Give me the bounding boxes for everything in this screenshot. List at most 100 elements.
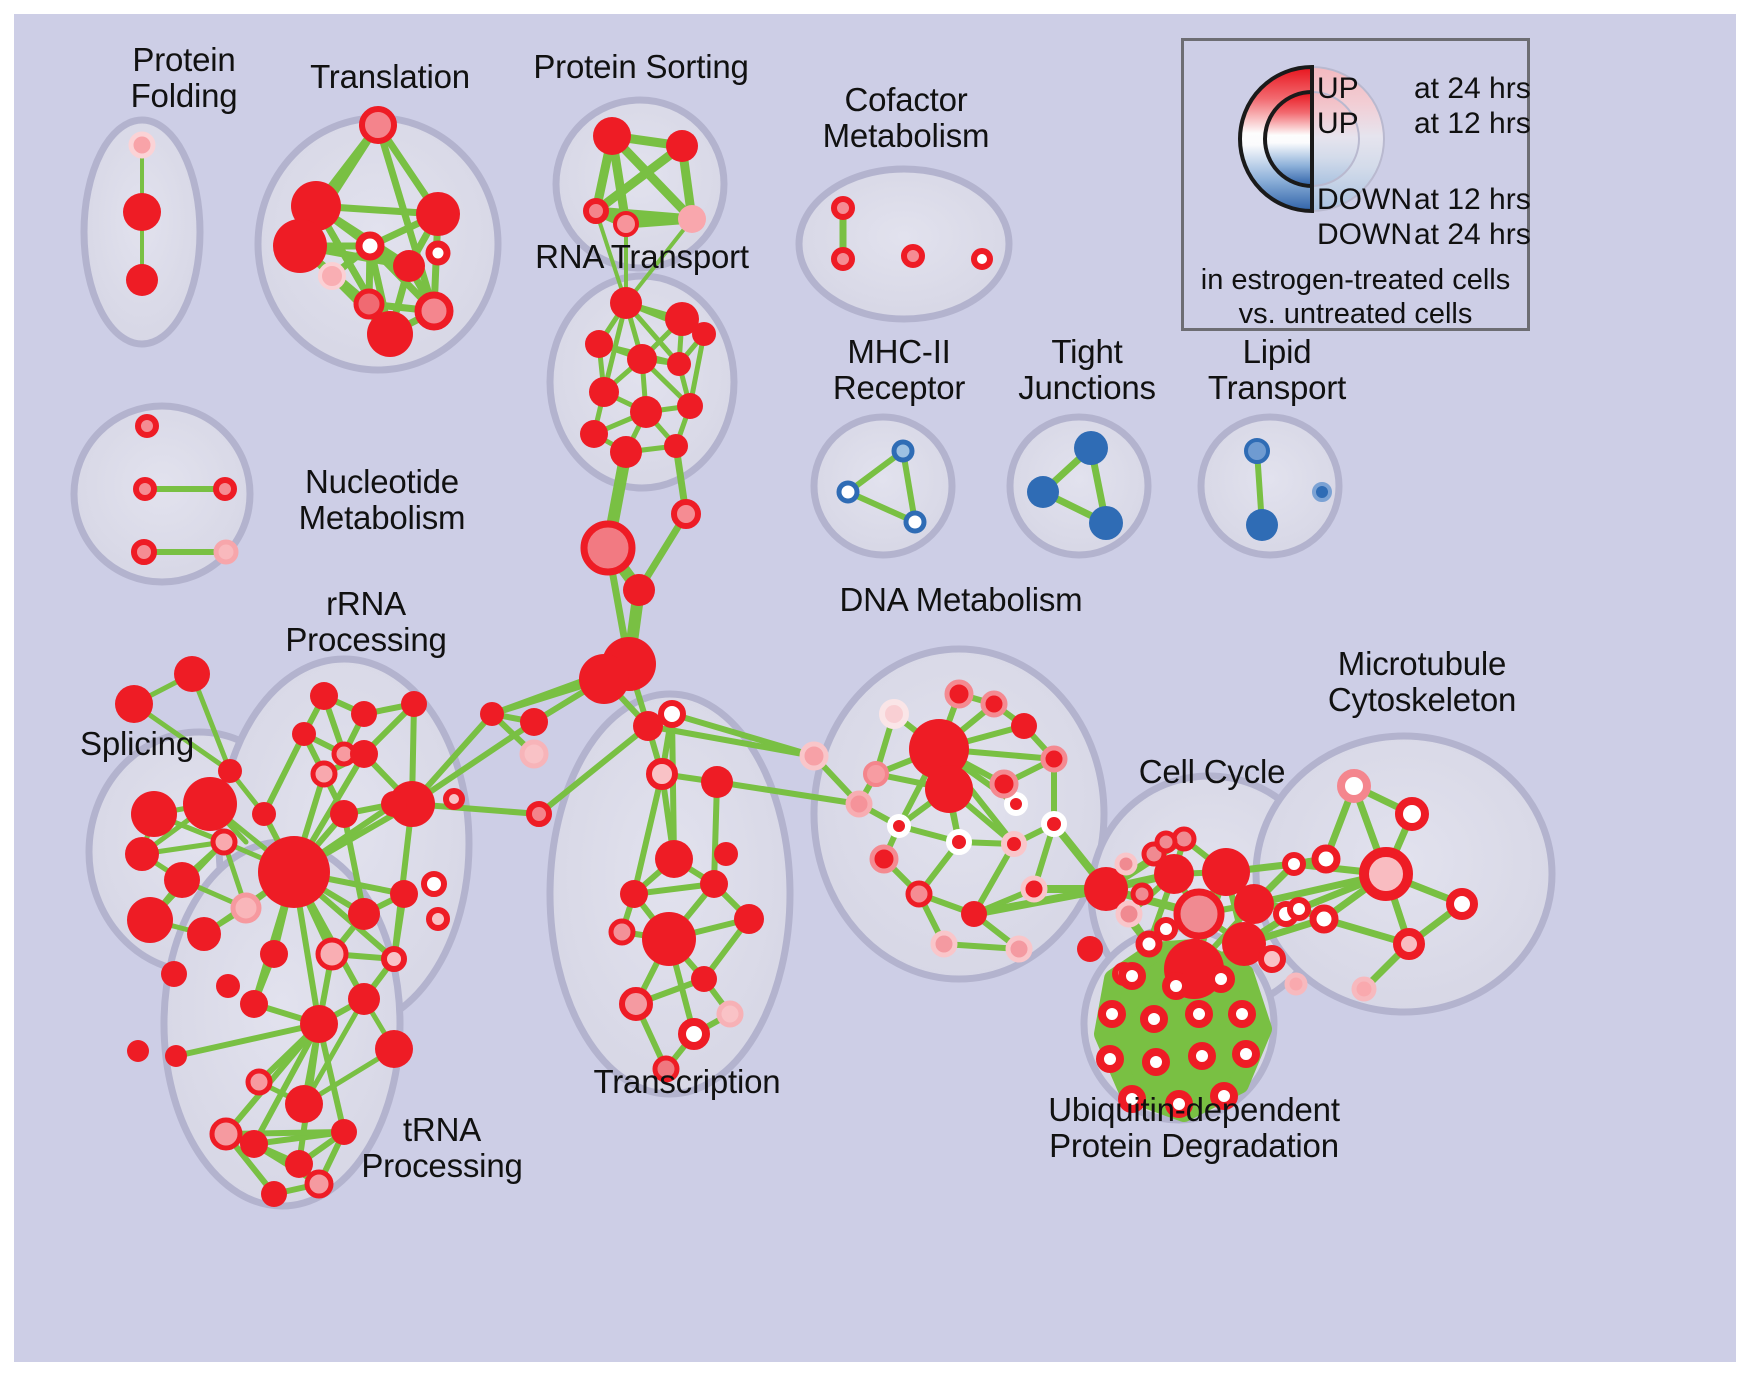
node xyxy=(187,917,221,951)
cluster-label-nucleotide: Nucleotide Metabolism xyxy=(298,463,466,536)
node xyxy=(161,961,187,987)
node xyxy=(218,759,242,783)
node xyxy=(1118,962,1146,990)
node xyxy=(348,983,380,1015)
node xyxy=(393,250,425,282)
node xyxy=(905,880,933,908)
node xyxy=(831,196,855,220)
node xyxy=(401,691,427,717)
node xyxy=(353,288,385,320)
node xyxy=(526,801,552,827)
cluster-label-dna-metabolism: DNA Metabolism xyxy=(839,581,1083,618)
node xyxy=(1011,713,1037,739)
node xyxy=(213,539,239,565)
node xyxy=(421,871,447,897)
node xyxy=(315,937,349,971)
node xyxy=(164,862,200,898)
node xyxy=(655,840,693,878)
cluster-label-microtubule: Microtubule Cytoskeleton xyxy=(1327,645,1517,718)
node xyxy=(209,1117,243,1151)
node xyxy=(700,870,728,898)
network-graph xyxy=(70,96,1556,1210)
node xyxy=(887,814,911,838)
node xyxy=(348,898,380,930)
node xyxy=(701,766,733,798)
node xyxy=(1115,900,1143,928)
node xyxy=(128,131,156,159)
node xyxy=(642,912,696,966)
cluster-label-cell-cycle: Cell Cycle xyxy=(1138,753,1286,790)
node xyxy=(292,722,316,746)
node xyxy=(677,393,703,419)
node xyxy=(359,106,397,144)
node xyxy=(593,117,631,155)
node xyxy=(480,702,504,726)
node xyxy=(623,574,655,606)
node xyxy=(1282,852,1306,876)
node xyxy=(1077,936,1103,962)
node xyxy=(667,352,691,376)
node xyxy=(210,828,238,856)
node xyxy=(716,1000,744,1028)
legend-time-down-12: at 12 hrs xyxy=(1414,183,1531,216)
node xyxy=(1284,972,1308,996)
node xyxy=(1162,972,1190,1000)
node xyxy=(1393,928,1425,960)
node xyxy=(1165,1090,1193,1118)
node xyxy=(258,836,330,908)
node xyxy=(971,248,993,270)
node xyxy=(174,656,210,692)
node xyxy=(1311,844,1341,874)
node xyxy=(135,414,159,438)
node xyxy=(1154,854,1194,894)
node xyxy=(1005,935,1033,963)
node xyxy=(613,211,639,237)
node xyxy=(260,940,288,968)
node xyxy=(1309,904,1339,934)
node xyxy=(1173,888,1225,940)
node xyxy=(261,1181,287,1207)
node xyxy=(980,690,1008,718)
node xyxy=(664,434,688,458)
node xyxy=(863,761,889,787)
node xyxy=(692,322,716,346)
node xyxy=(714,842,738,866)
node xyxy=(375,1030,413,1068)
legend-state-down-12: DOWN xyxy=(1317,183,1412,216)
node xyxy=(245,1068,273,1096)
node xyxy=(1084,867,1128,911)
node xyxy=(1222,922,1266,966)
legend-state-up-12: UP xyxy=(1317,107,1359,140)
node xyxy=(351,701,377,727)
node xyxy=(133,477,157,501)
cluster-label-tight-junctions: Tight Junctions xyxy=(1018,333,1156,406)
node xyxy=(903,510,927,534)
node xyxy=(389,781,435,827)
node xyxy=(350,740,378,768)
node xyxy=(831,247,855,271)
node xyxy=(1089,506,1123,540)
node xyxy=(901,244,925,268)
legend-footnote: in estrogen-treated cells vs. untreated … xyxy=(1200,264,1511,331)
node xyxy=(1114,852,1138,876)
node xyxy=(671,499,701,529)
legend-state-up-24: UP xyxy=(1317,72,1359,105)
node xyxy=(367,311,413,357)
node xyxy=(580,520,636,576)
node xyxy=(585,330,613,358)
node xyxy=(630,396,662,428)
node xyxy=(300,1005,338,1043)
node xyxy=(627,344,657,374)
node xyxy=(1096,1045,1124,1073)
node xyxy=(1040,745,1068,773)
node xyxy=(1244,438,1270,464)
cluster-label-mhc-ii: MHC-II Receptor xyxy=(832,333,966,406)
node xyxy=(131,791,177,837)
cluster-label-trna-processing: tRNA Processing xyxy=(361,1111,523,1184)
node xyxy=(1098,1000,1126,1028)
node xyxy=(1446,888,1478,920)
node xyxy=(909,719,969,779)
node xyxy=(1154,917,1178,941)
node xyxy=(608,918,636,946)
node xyxy=(1135,930,1163,958)
